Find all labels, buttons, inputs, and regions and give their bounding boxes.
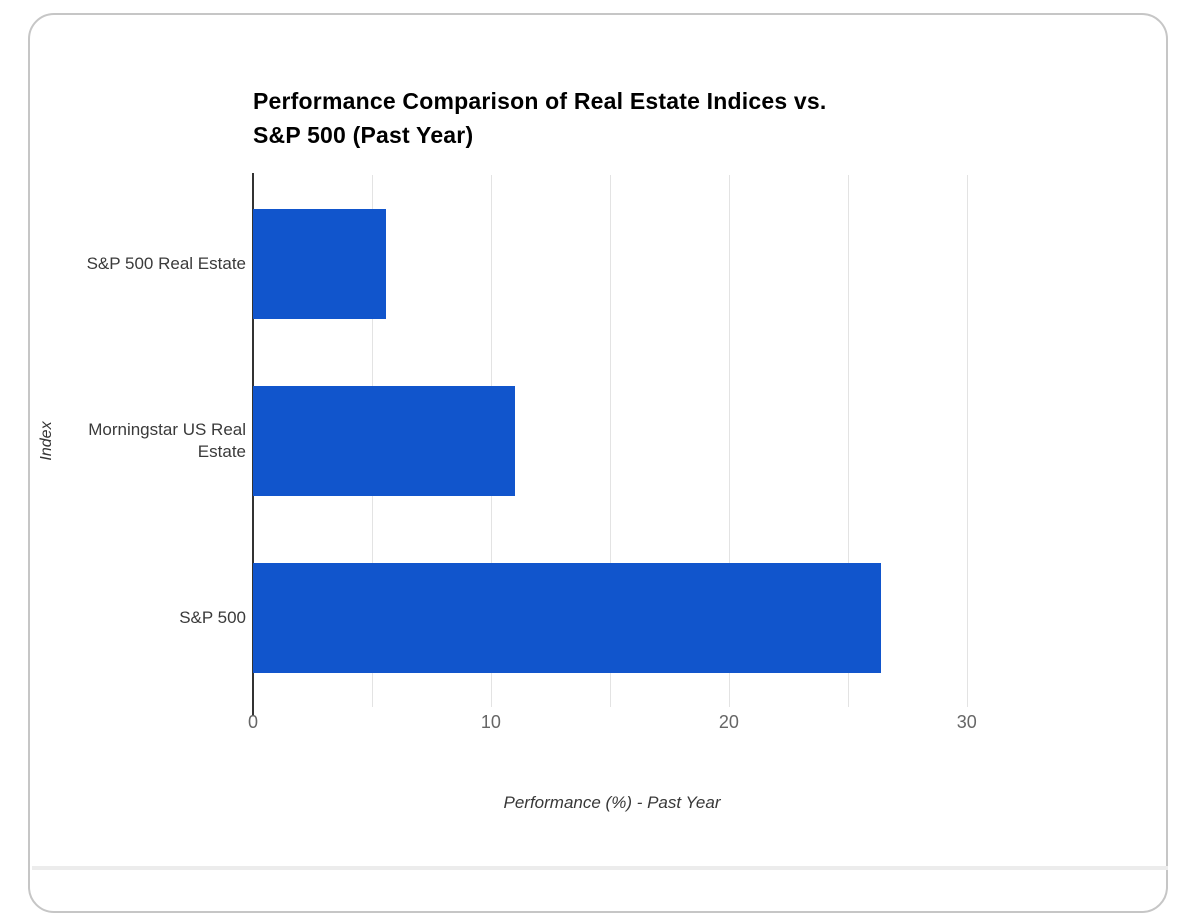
- y-axis-title: Index: [38, 421, 55, 461]
- category-label: Morningstar US Real Estate: [88, 420, 246, 461]
- plot-area: [252, 173, 1100, 716]
- x-axis-title: Performance (%) - Past Year: [503, 793, 721, 812]
- chart-card: [28, 13, 1168, 913]
- x-tick-label-20: 20: [718, 712, 739, 732]
- chart-title: Performance Comparison of Real Estate In…: [253, 84, 827, 152]
- page: { "chart_data": { "type": "bar", "orient…: [0, 13, 1168, 913]
- gridline-20: [728, 175, 730, 707]
- x-axis-tick-labels: 0 10 20 30: [248, 712, 1100, 738]
- divider: [32, 866, 1168, 870]
- category-label: S&P 500 Real Estate: [86, 254, 246, 273]
- x-tick-label-0: 0: [247, 712, 259, 732]
- chart-title-line-2: S&P 500 (Past Year): [253, 122, 474, 148]
- gridline-30: [966, 175, 968, 707]
- x-tick-label-30: 30: [956, 712, 977, 732]
- bar-s-p-500-real-estate[interactable]: [253, 209, 387, 319]
- chart-title-line-1: Performance Comparison of Real Estate In…: [253, 88, 827, 114]
- bar-s-p-500[interactable]: [253, 563, 882, 673]
- bar-morningstar-us-real-estate[interactable]: [253, 386, 515, 496]
- x-tick-label-10: 10: [480, 712, 501, 732]
- gridline-25: [847, 175, 849, 707]
- gridline-15: [609, 175, 611, 707]
- y-axis-category-labels: S&P 500 Real Estate Morningstar US Real E…: [0, 175, 246, 707]
- category-label: S&P 500: [179, 608, 246, 627]
